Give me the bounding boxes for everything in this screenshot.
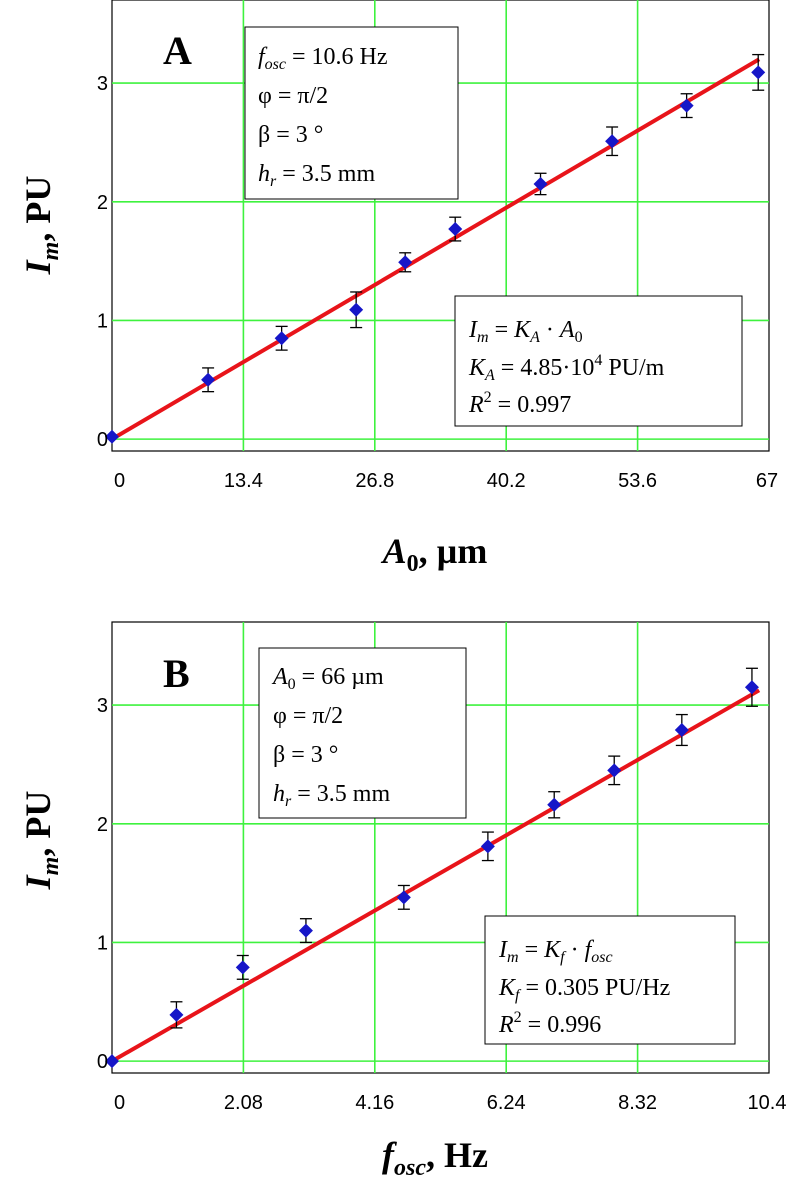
panel-a-data-point xyxy=(105,429,119,444)
panel-a-x-ticks: 0 13.4 26.8 40.2 53.6 67 xyxy=(114,470,778,492)
panel-a-fit-equation: Im = KA · A0 xyxy=(468,317,583,346)
panel-a-data-point xyxy=(533,176,548,191)
panel-a-y-tick-label: 3 xyxy=(97,73,108,95)
panel-a-param-phi: φ = π/2 xyxy=(258,83,328,109)
panel-a-x-tick-label: 26.8 xyxy=(355,470,394,492)
panel-b-fit-line xyxy=(111,688,761,1063)
panel-a-data-point xyxy=(274,331,289,346)
panel-a-data-point xyxy=(448,222,463,237)
panel-a-y-axis-label: Im, PU xyxy=(18,176,64,276)
panel-a-param-fosc: fosc = 10.6 Hz xyxy=(258,44,388,73)
panel-b-x-tick-label: 0 xyxy=(114,1092,125,1114)
panel-a-params-box: fosc = 10.6 Hz φ = π/2 β = 3 ° hr = 3.5 … xyxy=(244,26,459,200)
panel-a-fit-box: Im = KA · A0 KA = 4.85·104 PU/m R2 = 0.9… xyxy=(454,295,743,427)
panel-b-y-axis-label: Im, PU xyxy=(18,791,64,891)
panel-a-param-hr: hr = 3.5 mm xyxy=(258,161,375,190)
panel-b-fit-r2: R2 = 0.996 xyxy=(498,1009,601,1038)
panel-b-param-hr: hr = 3.5 mm xyxy=(273,781,390,810)
panel-b-y-tick-label: 2 xyxy=(97,814,108,836)
panel-b-x-tick-label: 8.32 xyxy=(618,1092,657,1114)
panel-a-data-point xyxy=(398,255,413,270)
panel-b-fit-equation: Im = Kf · fosc xyxy=(498,937,613,966)
panel-b: 0 2.08 4.16 6.24 8.32 10.4 0 1 2 3 B A0 = 66 µm … xyxy=(18,621,786,1181)
panel-b-x-ticks: 0 2.08 4.16 6.24 8.32 10.4 xyxy=(114,1092,786,1114)
panel-b-fit-line-path xyxy=(111,688,761,1063)
panel-b-param-a0: A0 = 66 µm xyxy=(271,664,384,693)
panel-b-y-tick-label: 1 xyxy=(97,932,108,954)
panel-a-data-point xyxy=(751,65,766,80)
panel-b-data-point xyxy=(396,890,411,905)
panel-a-x-tick-label: 13.4 xyxy=(224,470,263,492)
panel-b-y-tick-label: 0 xyxy=(97,1051,108,1073)
panel-b-data-point xyxy=(744,680,759,695)
panel-a-data-point xyxy=(679,98,694,113)
panel-b-param-beta: β = 3 ° xyxy=(273,742,338,768)
panel-b-data-point xyxy=(105,1054,119,1069)
panel-a-fit-r2: R2 = 0.997 xyxy=(468,389,571,418)
panel-b-param-phi: φ = π/2 xyxy=(273,703,343,729)
panel-a-x-tick-label: 67 xyxy=(756,470,778,492)
panel-a-markers xyxy=(105,65,766,444)
panel-b-y-ticks: 0 1 2 3 xyxy=(97,695,108,1073)
panel-a-y-tick-label: 1 xyxy=(97,310,108,332)
panel-a-data-point xyxy=(349,302,364,317)
panel-b-x-tick-label: 2.08 xyxy=(224,1092,263,1114)
panel-a-y-ticks: 0 1 2 3 xyxy=(97,73,108,451)
panel-a-fit-line-path xyxy=(110,57,761,441)
panel-b-data-point xyxy=(235,960,250,975)
panel-a-x-axis-label: A0, µm xyxy=(381,531,488,577)
panel-b-x-tick-label: 10.4 xyxy=(748,1092,787,1114)
panel-a-y-tick-label: 2 xyxy=(97,192,108,214)
panel-a-x-tick-label: 0 xyxy=(114,470,125,492)
panel-a-data-point xyxy=(201,372,216,387)
panel-a-data-point xyxy=(605,134,620,149)
panel-a-fit-coefficient: KA = 4.85·104 PU/m xyxy=(468,352,665,384)
panel-b-data-point xyxy=(298,923,313,938)
panel-a-fit-line xyxy=(110,57,761,441)
panel-a-x-tick-label: 40.2 xyxy=(487,470,526,492)
panel-b-data-point xyxy=(607,763,622,778)
panel-b-params-box: A0 = 66 µm φ = π/2 β = 3 ° hr = 3.5 mm xyxy=(258,647,467,819)
panel-a-label: A xyxy=(163,28,192,73)
panel-a-param-beta: β = 3 ° xyxy=(258,122,323,148)
panel-b-data-point xyxy=(547,797,562,812)
panel-b-label: B xyxy=(163,651,190,696)
panel-b-x-tick-label: 4.16 xyxy=(355,1092,394,1114)
panel-b-data-point xyxy=(480,839,495,854)
panel-b-data-point xyxy=(674,723,689,738)
panel-b-fit-box: Im = Kf · fosc Kf = 0.305 PU/Hz R2 = 0.9… xyxy=(484,915,736,1045)
panel-a-y-tick-label: 0 xyxy=(97,429,108,451)
panel-b-x-tick-label: 6.24 xyxy=(487,1092,526,1114)
panel-b-fit-coefficient: Kf = 0.305 PU/Hz xyxy=(498,975,670,1004)
panel-b-y-tick-label: 3 xyxy=(97,695,108,717)
panel-b-data-point xyxy=(169,1007,184,1022)
panel-a-x-tick-label: 53.6 xyxy=(618,470,657,492)
panel-b-markers xyxy=(105,680,759,1069)
panel-a: 0 13.4 26.8 40.2 53.6 67 0 1 2 3 A fosc = 10.6 H… xyxy=(18,0,778,577)
panel-b-x-axis-label: fosc, Hz xyxy=(382,1135,488,1181)
